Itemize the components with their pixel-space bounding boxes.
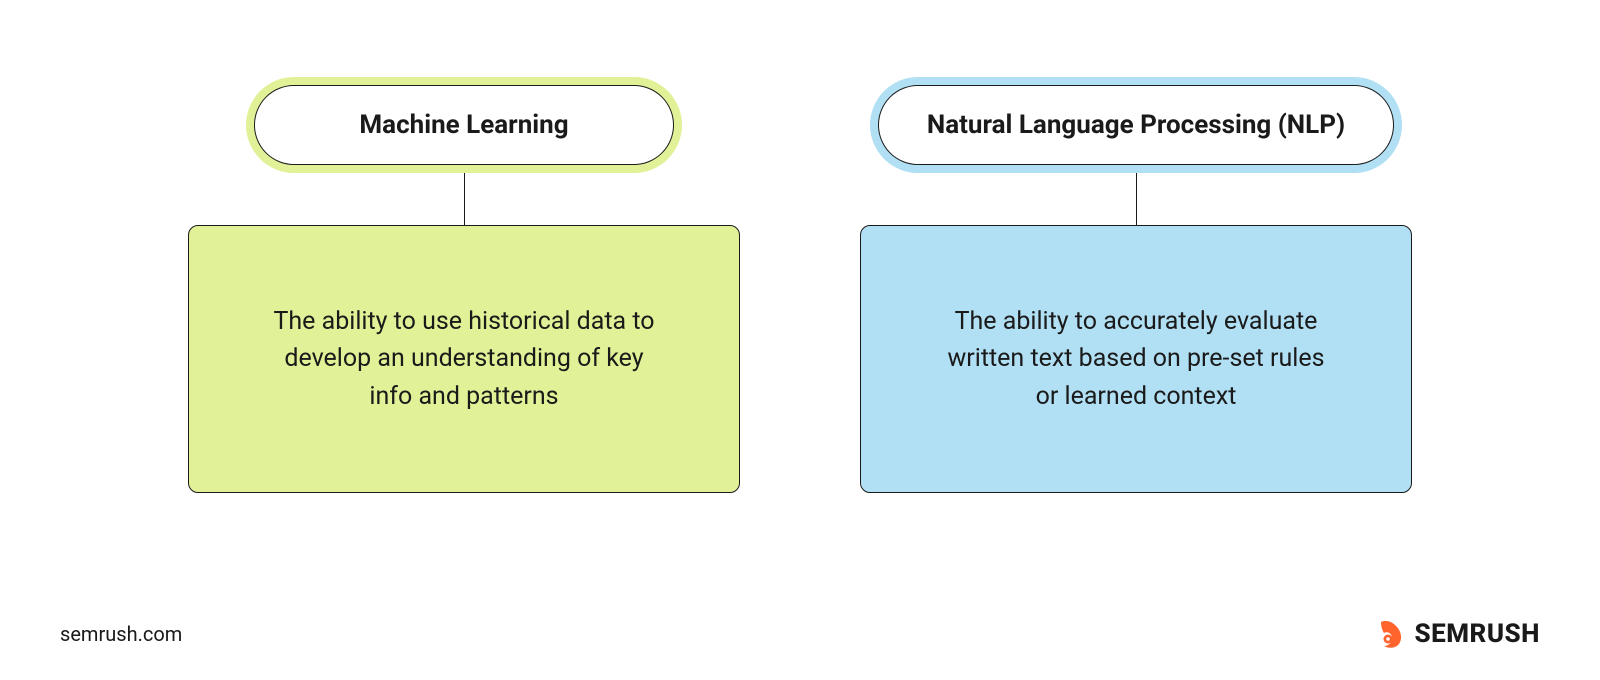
desc-box-ml: The ability to use historical data to de… [188, 225, 740, 493]
desc-box-nlp: The ability to accurately evaluate writt… [860, 225, 1412, 493]
card-ml: Machine Learning The ability to use hist… [188, 85, 740, 493]
pill-title-nlp: Natural Language Processing (NLP) [878, 85, 1394, 165]
connector-nlp [1136, 165, 1137, 225]
diagram-container: Machine Learning The ability to use hist… [0, 0, 1600, 493]
brand-logo-text: SEMRUSH [1415, 619, 1540, 649]
desc-text-ml: The ability to use historical data to de… [269, 303, 659, 416]
flame-icon [1371, 616, 1407, 652]
pill-title-ml: Machine Learning [254, 85, 674, 165]
footer: semrush.com SEMRUSH [60, 616, 1540, 652]
connector-ml [464, 165, 465, 225]
pill-wrapper-nlp: Natural Language Processing (NLP) [878, 85, 1394, 165]
card-nlp: Natural Language Processing (NLP) The ab… [860, 85, 1412, 493]
desc-text-nlp: The ability to accurately evaluate writt… [941, 303, 1331, 416]
brand-logo: SEMRUSH [1371, 616, 1540, 652]
footer-url: semrush.com [60, 622, 182, 646]
pill-wrapper-ml: Machine Learning [254, 85, 674, 165]
